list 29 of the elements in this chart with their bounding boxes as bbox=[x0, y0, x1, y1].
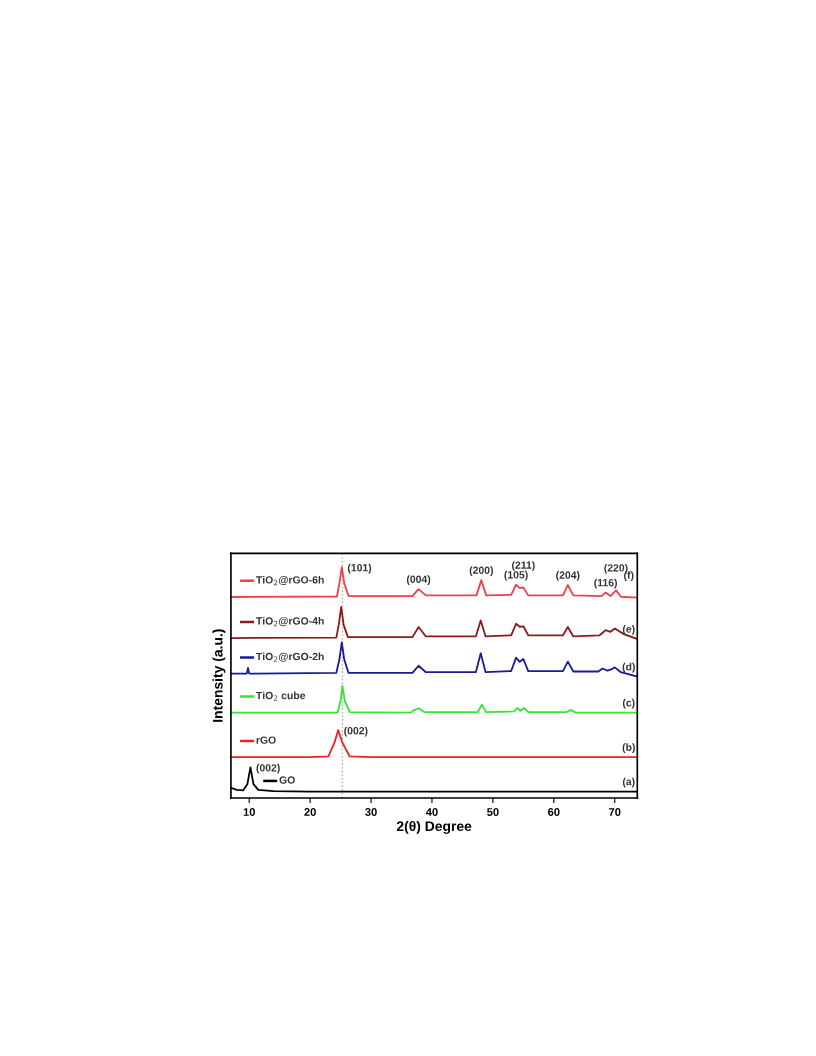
legend-label: GO bbox=[279, 776, 295, 784]
annotation: (200) bbox=[469, 566, 493, 576]
legend-label: rGO bbox=[256, 736, 276, 744]
x-tick-label: 20 bbox=[304, 808, 316, 816]
annotation: (101) bbox=[347, 563, 372, 574]
annotation: (204) bbox=[556, 571, 580, 581]
annotation: (c) bbox=[622, 698, 635, 709]
annotation: (b) bbox=[622, 743, 635, 753]
x-tick-label: 50 bbox=[487, 808, 499, 816]
annotation: (116) bbox=[594, 578, 617, 589]
x-axis-title: 2(θ) Degree bbox=[396, 820, 472, 834]
legend-label: TiO$_{2}$@rGO-4h bbox=[256, 616, 324, 627]
x-tick-label: 10 bbox=[243, 808, 255, 816]
legend-label: TiO$_{2}$@rGO-6h bbox=[256, 575, 324, 586]
annotation: (002) bbox=[344, 726, 368, 737]
annotation: (e) bbox=[622, 625, 635, 635]
legend-label: TiO$_{2}$ cube bbox=[256, 691, 306, 701]
annotation: (a) bbox=[622, 777, 635, 788]
annotation: (211) bbox=[512, 561, 535, 571]
x-tick-label: 40 bbox=[425, 808, 438, 816]
annotation: (d) bbox=[622, 662, 635, 673]
x-tick-label: 70 bbox=[609, 808, 621, 816]
y-axis-title: Intensity (a.u.) bbox=[212, 629, 226, 722]
annotation: (004) bbox=[406, 575, 431, 585]
legend-label: TiO$_{2}$@rGO-2h bbox=[256, 652, 324, 662]
x-tick-label: 30 bbox=[365, 808, 377, 816]
annotation: (002) bbox=[256, 763, 280, 774]
annotation: (105) bbox=[504, 570, 528, 581]
x-tick-label: 60 bbox=[548, 808, 560, 816]
